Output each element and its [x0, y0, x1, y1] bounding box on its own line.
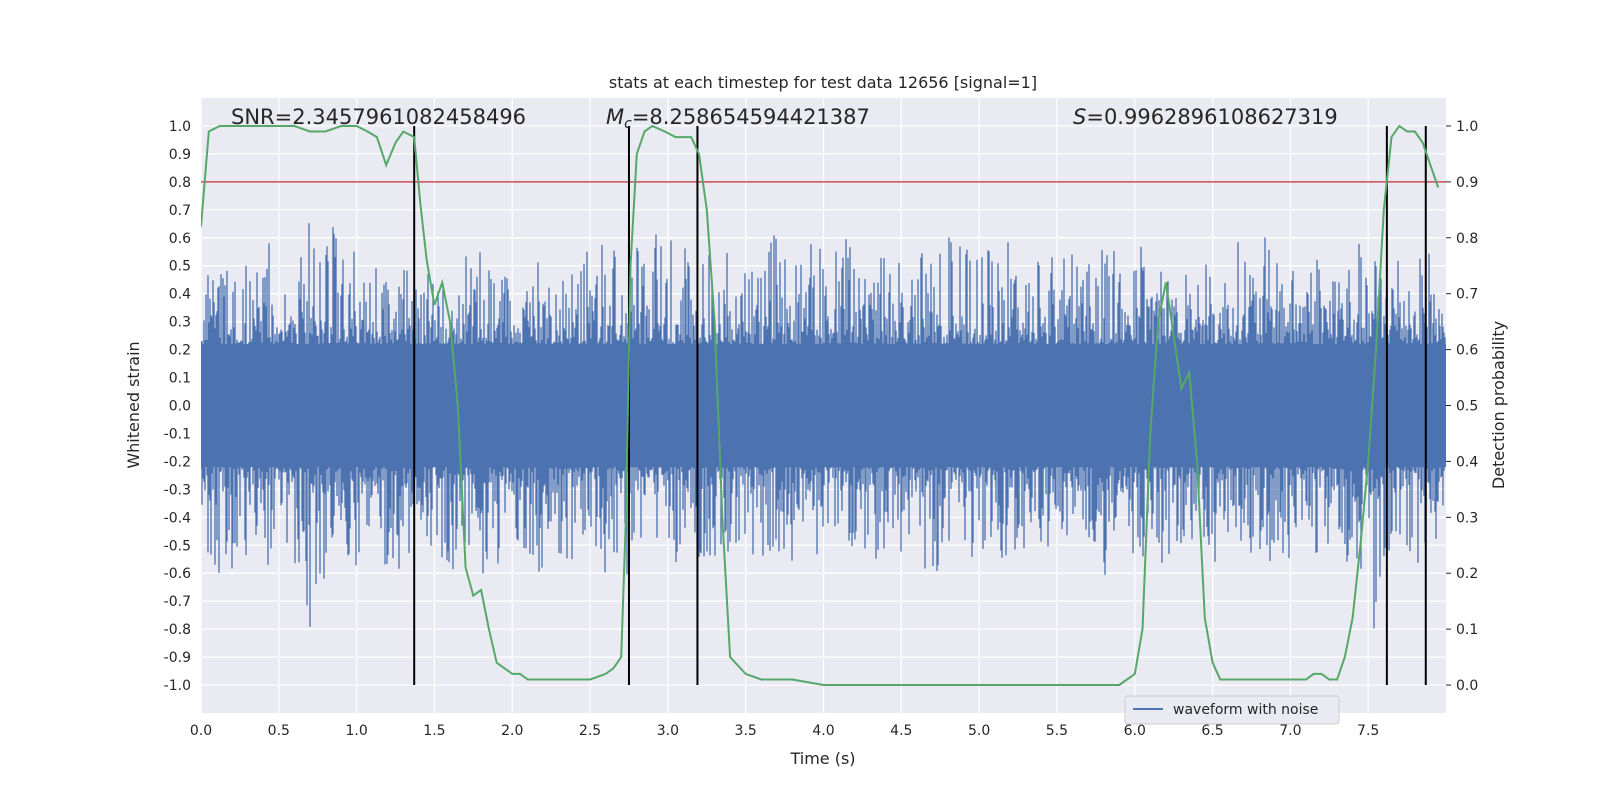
snr-annotation: SNR=2.3457961082458496 — [231, 105, 526, 129]
chirp-mass-symbol: M — [606, 105, 624, 129]
x-axis-label: Time (s) — [789, 749, 855, 768]
legend-entry: waveform with noise — [1173, 702, 1318, 718]
chart-title: stats at each timestep for test data 126… — [609, 73, 1037, 92]
waveform-line — [201, 223, 1446, 629]
s-value: =0.9962896108627319 — [1086, 105, 1337, 129]
y-left-axis-label: Whitened strain — [124, 341, 143, 468]
x-tick-label: 5.5 — [1046, 723, 1068, 739]
y-left-tick-label: 0.3 — [169, 315, 191, 331]
y-left-tick-label: -0.8 — [164, 622, 191, 638]
y-left-axis-ticks: 1.0 0.9 0.8 0.7 0.6 0.5 0.4 0.3 0.2 0.1 0.0 -0.1 -0.… — [164, 119, 191, 694]
x-tick-label: 3.0 — [657, 723, 679, 739]
y-right-tick-label: 0.3 — [1456, 510, 1478, 526]
y-left-tick-label: 0.7 — [169, 203, 191, 219]
x-tick-label: 7.0 — [1279, 723, 1301, 739]
x-tick-label: 6.5 — [1201, 723, 1223, 739]
y-left-tick-label: -0.2 — [164, 454, 191, 470]
y-left-tick-label: -0.3 — [164, 482, 191, 498]
y-left-tick-label: -0.6 — [164, 566, 191, 582]
y-right-tick-label: 1.0 — [1456, 119, 1478, 135]
y-left-tick-label: 0.8 — [169, 175, 191, 191]
x-tick-label: 4.0 — [812, 723, 834, 739]
x-tick-label: 6.0 — [1124, 723, 1146, 739]
y-left-tick-label: -0.1 — [164, 426, 191, 442]
waveform-spikes — [201, 223, 1446, 629]
x-tick-label: 4.5 — [890, 723, 912, 739]
y-right-tick-label: 0.6 — [1456, 343, 1478, 359]
y-right-axis-label: Detection probability — [1489, 321, 1508, 489]
y-left-tick-label: 0.1 — [169, 371, 191, 387]
legend: waveform with noise — [1124, 695, 1340, 725]
s-symbol: S — [1073, 105, 1086, 129]
y-right-tick-label: 0.9 — [1456, 175, 1478, 191]
x-tick-label: 7.5 — [1357, 723, 1379, 739]
y-right-tick-label: 0.2 — [1456, 566, 1478, 582]
chirp-mass-annotation: Mc=8.258654594421387 — [606, 105, 870, 132]
chirp-mass-subscript: c — [624, 116, 632, 132]
y-left-tick-label: 0.0 — [169, 399, 191, 415]
y-right-tick-label: 0.7 — [1456, 287, 1478, 303]
x-tick-label: 0.5 — [268, 723, 290, 739]
chirp-mass-value: =8.258654594421387 — [632, 105, 870, 129]
y-left-tick-label: 0.2 — [169, 343, 191, 359]
y-left-tick-label: -0.9 — [164, 650, 191, 666]
x-tick-label: 1.0 — [345, 723, 367, 739]
vertical-lines — [413, 125, 1427, 686]
s-annotation: S=0.9962896108627319 — [1073, 105, 1338, 129]
x-tick-label: 1.5 — [423, 723, 445, 739]
y-left-tick-label: 0.9 — [169, 147, 191, 163]
x-tick-label: 2.0 — [501, 723, 523, 739]
y-left-tick-label: 1.0 — [169, 119, 191, 135]
y-left-tick-label: -0.5 — [164, 538, 191, 554]
y-right-tick-label: 0.4 — [1456, 454, 1478, 470]
x-tick-label: 3.5 — [735, 723, 757, 739]
y-right-tick-label: 0.5 — [1456, 399, 1478, 415]
y-right-axis-ticks: 1.0 0.9 0.8 0.7 0.6 0.5 0.4 0.3 0.2 0.1 0.0 — [1446, 119, 1478, 694]
x-tick-label: 5.0 — [968, 723, 990, 739]
y-left-tick-label: 0.4 — [169, 287, 191, 303]
y-right-tick-label: 0.0 — [1456, 678, 1478, 694]
y-left-tick-label: 0.5 — [169, 259, 191, 275]
y-right-tick-label: 0.8 — [1456, 231, 1478, 247]
x-tick-label: 0.0 — [190, 723, 212, 739]
y-left-tick-label: -0.4 — [164, 510, 191, 526]
x-axis-ticks: 0.0 0.5 1.0 1.5 2.0 2.5 3.0 3.5 4.0 4.5 5.0 5.5 6.0 6… — [190, 723, 1379, 739]
detection-probability-line — [201, 124, 1440, 686]
legend-box — [1124, 695, 1340, 725]
y-left-tick-label: -0.7 — [164, 594, 191, 610]
y-right-tick-label: 0.1 — [1456, 622, 1478, 638]
x-tick-label: 2.5 — [579, 723, 601, 739]
y-left-tick-label: 0.6 — [169, 231, 191, 247]
y-left-tick-label: -1.0 — [164, 678, 191, 694]
